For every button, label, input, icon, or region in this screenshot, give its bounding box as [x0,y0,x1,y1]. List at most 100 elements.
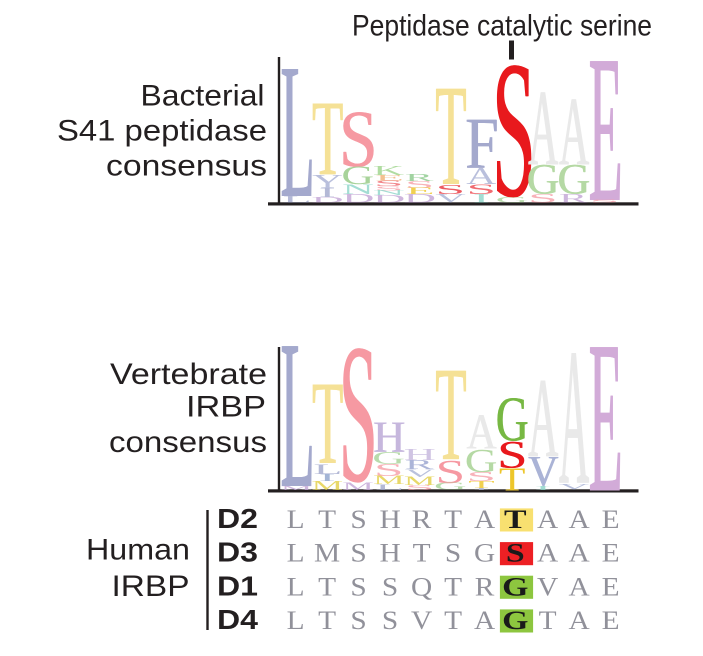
svg-text:S: S [350,573,366,602]
svg-text:G: G [465,441,498,479]
svg-text:S: S [382,573,398,602]
svg-text:D: D [311,195,343,204]
svg-text:L: L [287,607,305,636]
svg-text:S: S [405,484,435,492]
svg-text:D3: D3 [217,537,258,568]
svg-text:A: A [568,573,589,602]
svg-text:A: A [467,405,497,461]
svg-text:G: G [527,156,560,204]
svg-text:G: G [496,384,529,454]
svg-text:F: F [465,104,498,184]
svg-text:D: D [342,192,374,206]
svg-text:T: T [318,573,336,602]
svg-text:S: S [405,179,435,190]
svg-text:L: L [287,506,305,535]
svg-text:S: S [339,94,378,184]
svg-text:D2: D2 [217,503,258,534]
svg-text:G: G [496,384,529,454]
svg-text:G: G [372,448,405,468]
svg-text:I: I [319,472,336,484]
svg-text:E: E [602,506,620,535]
svg-text:A: A [568,539,589,568]
svg-text:S: S [436,182,466,197]
svg-text:V: V [435,191,465,205]
svg-text:S: S [492,21,536,239]
svg-text:S: S [498,434,528,477]
svg-text:T: T [499,461,526,498]
svg-text:E: E [588,11,622,246]
svg-text:A: A [568,506,589,535]
svg-text:R: R [559,191,588,205]
svg-text:R: R [475,573,495,602]
svg-text:Human: Human [86,534,190,567]
svg-text:consensus: consensus [109,426,267,459]
svg-text:V: V [559,482,589,492]
svg-text:M: M [342,479,374,492]
svg-text:A: A [537,539,558,568]
svg-text:Vertebrate: Vertebrate [110,358,267,391]
svg-text:A: A [474,506,495,535]
svg-text:IRBP: IRBP [186,391,266,424]
svg-text:A: A [466,163,497,189]
svg-text:A: A [528,68,558,188]
svg-text:L: L [280,296,314,533]
svg-text:S41 peptidase: S41 peptidase [57,115,267,148]
svg-text:D: D [404,192,436,206]
svg-text:V: V [528,448,559,496]
svg-text:G: G [557,156,590,204]
svg-text:D: D [373,193,405,205]
svg-text:L: L [281,24,315,239]
svg-text:V: V [405,466,435,479]
svg-text:S: S [350,506,366,535]
svg-text:E: E [588,296,622,539]
svg-text:H: H [374,413,406,462]
svg-text:G: G [502,572,528,601]
svg-text:T: T [318,607,336,636]
svg-text:S: S [339,304,378,524]
svg-text:N: N [342,181,374,198]
svg-text:A: A [474,607,495,636]
svg-text:G: G [502,606,528,635]
svg-text:L: L [313,461,342,478]
svg-text:E: E [602,573,620,602]
svg-text:S: S [436,453,466,491]
svg-text:G: G [474,539,495,568]
svg-text:T: T [435,340,466,489]
svg-text:G: G [526,156,559,204]
svg-text:S: S [506,538,525,567]
svg-text:T: T [444,573,462,602]
svg-text:A: A [529,355,559,481]
svg-text:L: L [287,573,305,602]
svg-text:M: M [314,539,340,568]
svg-text:T: T [539,607,557,636]
svg-text:S: S [382,607,398,636]
svg-text:G: G [558,156,591,204]
svg-text:R: R [412,506,432,535]
svg-text:T: T [312,80,343,199]
svg-text:consensus: consensus [106,150,267,183]
svg-text:E: E [589,11,623,246]
svg-text:E: E [406,186,435,196]
svg-text:T: T [436,55,467,216]
svg-text:R: R [405,171,434,183]
svg-text:E: E [602,607,620,636]
svg-text:L: L [283,195,312,205]
svg-text:G: G [341,161,374,190]
svg-text:A: A [559,307,589,526]
svg-text:S: S [466,181,496,197]
svg-text:Peptidase catalytic serine: Peptidase catalytic serine [352,10,652,43]
svg-text:V: V [529,448,560,496]
svg-text:I: I [473,191,490,205]
svg-text:T: T [318,506,336,535]
svg-text:E: E [602,539,620,568]
svg-text:T: T [436,340,467,489]
svg-text:S: S [528,191,558,205]
svg-text:Bacterial: Bacterial [141,80,265,113]
svg-text:A: A [466,405,496,461]
svg-text:M: M [281,485,313,492]
svg-text:T: T [413,539,431,568]
svg-text:A: A [528,355,558,481]
svg-text:T: T [444,506,462,535]
svg-text:T: T [468,479,494,491]
svg-text:G: G [496,195,529,204]
